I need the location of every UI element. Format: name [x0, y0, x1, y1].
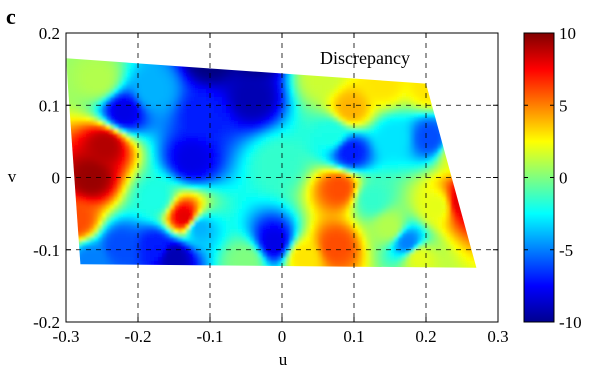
panel-label: c: [6, 4, 16, 29]
x-tick-label: -0.3: [53, 327, 80, 346]
x-tick-label: 0.1: [343, 327, 364, 346]
y-axis-label: v: [8, 167, 17, 186]
y-tick-label: 0.2: [39, 24, 60, 43]
y-axis-ticks: -0.2 -0.1 0 0.1 0.2: [33, 24, 498, 332]
y-tick-label: 0.1: [39, 96, 60, 115]
y-tick-label: -0.2: [33, 313, 60, 332]
y-tick-label: -0.1: [33, 241, 60, 260]
y-tick-label: 0: [52, 169, 61, 188]
colorbar-tick-label: -5: [559, 241, 573, 260]
colorbar-tick-label: 10: [559, 24, 576, 43]
discrepancy-annotation: Discrepancy: [320, 48, 410, 68]
x-tick-label: 0.2: [415, 327, 436, 346]
x-tick-label: 0.3: [487, 327, 508, 346]
x-tick-label: -0.2: [125, 327, 152, 346]
colorbar: [523, 32, 555, 323]
colorbar-tick-label: -10: [559, 313, 582, 332]
grid-lines: [66, 33, 498, 322]
colorbar-ticks: 10 5 0 -5 -10: [524, 24, 582, 332]
colorbar-tick-label: 5: [559, 96, 568, 115]
colorbar-tick-label: 0: [559, 169, 568, 188]
x-tick-label: 0: [278, 327, 287, 346]
x-axis-ticks: -0.3 -0.2 -0.1 0 0.1 0.2 0.3: [53, 33, 509, 346]
x-tick-label: -0.1: [197, 327, 224, 346]
heatmap-field: [66, 58, 477, 268]
x-axis-label: u: [279, 350, 288, 369]
